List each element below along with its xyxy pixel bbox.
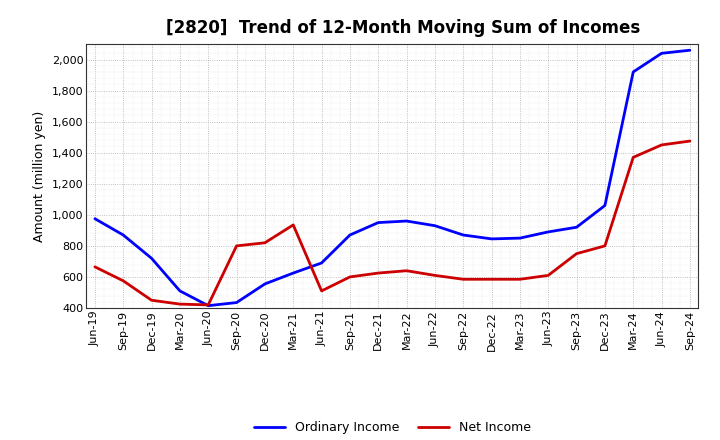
Net Income [516, 277, 524, 282]
Ordinary Income [544, 229, 552, 235]
Net Income [459, 277, 467, 282]
Net Income [685, 139, 694, 144]
Text: [2820]  Trend of 12-Month Moving Sum of Incomes: [2820] Trend of 12-Month Moving Sum of I… [166, 19, 640, 37]
Net Income [572, 251, 581, 256]
Ordinary Income [685, 48, 694, 53]
Net Income [487, 277, 496, 282]
Net Income [289, 222, 297, 227]
Ordinary Income [91, 216, 99, 221]
Net Income [657, 142, 666, 147]
Ordinary Income [487, 236, 496, 242]
Net Income [318, 288, 326, 293]
Net Income [374, 271, 382, 276]
Ordinary Income [204, 303, 212, 308]
Net Income [346, 274, 354, 279]
Net Income [204, 302, 212, 308]
Ordinary Income [374, 220, 382, 225]
Ordinary Income [516, 235, 524, 241]
Ordinary Income [600, 203, 609, 208]
Net Income [402, 268, 411, 273]
Net Income [544, 273, 552, 278]
Net Income [261, 240, 269, 246]
Ordinary Income [346, 232, 354, 238]
Line: Ordinary Income: Ordinary Income [95, 50, 690, 306]
Ordinary Income [629, 70, 637, 75]
Ordinary Income [261, 281, 269, 286]
Net Income [119, 278, 127, 283]
Line: Net Income: Net Income [95, 141, 690, 305]
Net Income [600, 243, 609, 249]
Ordinary Income [119, 232, 127, 238]
Ordinary Income [657, 51, 666, 56]
Net Income [431, 273, 439, 278]
Ordinary Income [233, 300, 241, 305]
Net Income [91, 264, 99, 269]
Ordinary Income [402, 218, 411, 224]
Legend: Ordinary Income, Net Income: Ordinary Income, Net Income [248, 416, 536, 439]
Ordinary Income [148, 256, 156, 261]
Ordinary Income [459, 232, 467, 238]
Ordinary Income [572, 224, 581, 230]
Net Income [629, 155, 637, 160]
Ordinary Income [318, 260, 326, 266]
Y-axis label: Amount (million yen): Amount (million yen) [33, 110, 47, 242]
Net Income [148, 297, 156, 303]
Net Income [233, 243, 241, 249]
Net Income [176, 301, 184, 307]
Ordinary Income [431, 223, 439, 228]
Ordinary Income [289, 271, 297, 276]
Ordinary Income [176, 288, 184, 293]
